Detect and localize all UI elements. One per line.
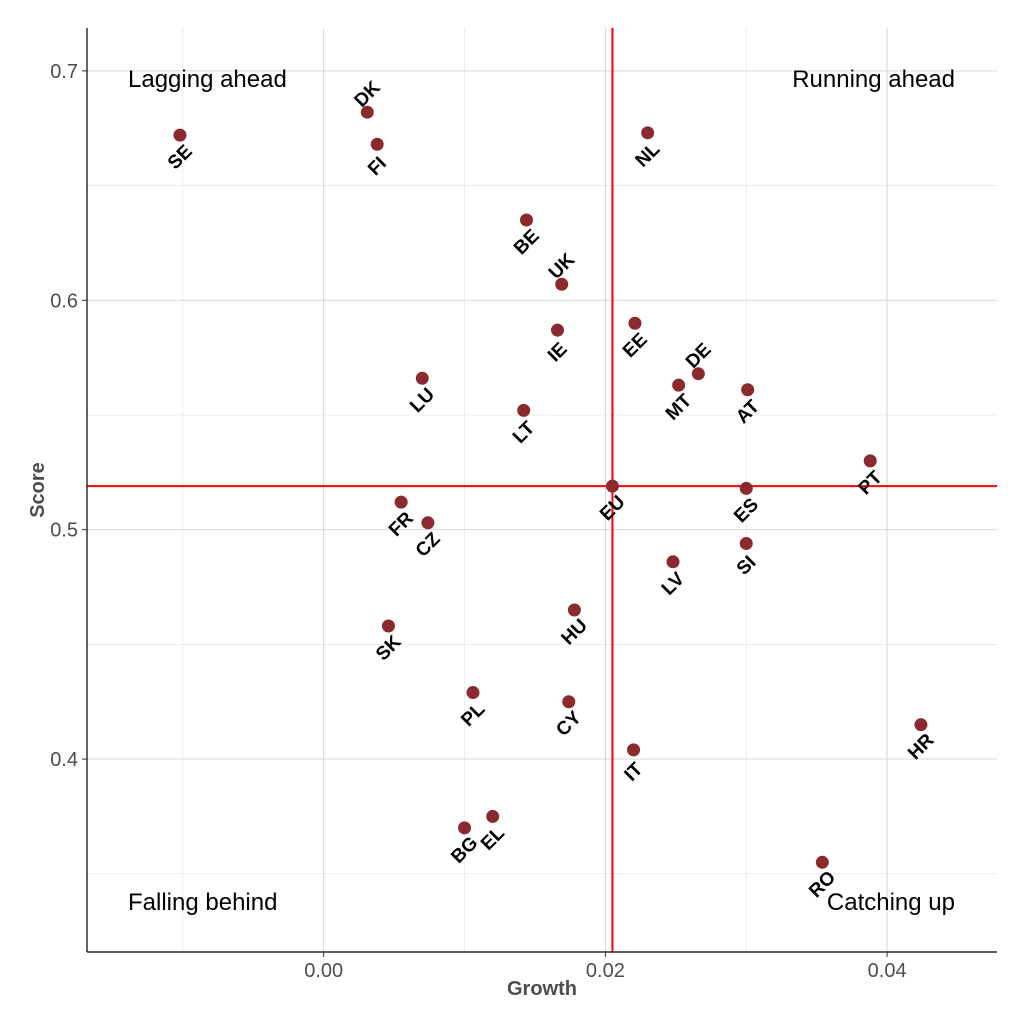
point-label-nl: NL — [632, 139, 665, 172]
y-axis-title: Score — [27, 462, 49, 518]
point-label-se: SE — [164, 141, 197, 174]
data-point-ro — [815, 855, 829, 869]
data-point-bg — [458, 821, 472, 835]
point-label-es: ES — [730, 494, 763, 527]
data-point-be — [520, 213, 534, 227]
point-label-uk: UK — [545, 249, 579, 283]
data-point-lv — [666, 555, 680, 569]
point-label-pt: PT — [855, 467, 887, 499]
quadrant-label-top-left: Lagging ahead — [128, 66, 287, 93]
data-point-hu — [567, 603, 581, 617]
x-tick-label: 0.04 — [868, 960, 907, 982]
data-point-lt — [517, 403, 531, 417]
axes — [86, 28, 997, 953]
quadrant-label-top-right: Running ahead — [792, 66, 955, 93]
data-point-dk — [360, 105, 374, 119]
point-label-pl: PL — [457, 699, 489, 731]
point-label-dk: DK — [351, 77, 385, 111]
data-point-cy — [562, 695, 576, 709]
data-point-sk — [381, 619, 395, 633]
y-tick-label: 0.4 — [50, 749, 78, 771]
data-point-lu — [415, 371, 429, 385]
point-label-sk: SK — [372, 631, 406, 665]
point-label-mt: MT — [662, 390, 697, 425]
quadrant-label-bottom-left: Falling behind — [128, 889, 277, 916]
point-label-be: BE — [510, 226, 544, 260]
x-axis-title: Growth — [507, 978, 577, 1000]
data-point-de — [691, 367, 705, 381]
data-point-uk — [555, 277, 569, 291]
point-label-el: EL — [477, 822, 509, 854]
point-label-eu: EU — [596, 492, 630, 526]
data-point-ie — [550, 323, 564, 337]
data-point-si — [739, 536, 753, 550]
grid — [87, 28, 997, 952]
point-label-lu: LU — [406, 384, 439, 417]
point-label-cy: CY — [552, 707, 586, 741]
point-label-de: DE — [682, 339, 716, 373]
point-label-lt: LT — [509, 417, 540, 448]
data-point-cz — [421, 516, 435, 530]
x-tick-label: 0.00 — [304, 960, 343, 982]
data-point-nl — [641, 126, 655, 140]
quadrant-label-bottom-right: Catching up — [827, 889, 955, 916]
point-label-fi: FI — [364, 153, 391, 180]
point-label-ie: IE — [544, 339, 572, 367]
y-tick-label: 0.5 — [50, 520, 78, 542]
point-label-lv: LV — [658, 568, 689, 599]
x-tick-label: 0.02 — [586, 960, 625, 982]
point-label-at: AT — [732, 396, 764, 428]
data-point-at — [741, 383, 755, 397]
data-points — [173, 105, 928, 869]
data-point-fi — [370, 137, 384, 151]
y-tick-labels: 0.4 0.5 0.6 0.7 — [50, 61, 87, 771]
point-label-fr: FR — [385, 508, 418, 541]
data-point-el — [486, 809, 500, 823]
data-point-fr — [394, 495, 408, 509]
point-label-bg: BG — [447, 833, 482, 868]
point-label-si: SI — [733, 552, 761, 580]
point-label-cz: CZ — [412, 528, 445, 561]
x-tick-labels: 0.00 0.02 0.04 — [304, 952, 907, 982]
y-tick-label: 0.7 — [50, 61, 78, 83]
data-point-es — [739, 481, 753, 495]
data-point-pl — [466, 686, 480, 700]
point-label-it: IT — [621, 759, 648, 786]
data-point-mt — [672, 378, 686, 392]
data-point-eu — [605, 479, 619, 493]
data-point-se — [173, 128, 187, 142]
y-tick-label: 0.6 — [50, 290, 78, 312]
data-point-hr — [914, 718, 928, 732]
point-label-ee: EE — [619, 329, 652, 362]
data-point-pt — [863, 454, 877, 468]
data-point-it — [627, 743, 641, 757]
data-point-ee — [628, 316, 642, 330]
